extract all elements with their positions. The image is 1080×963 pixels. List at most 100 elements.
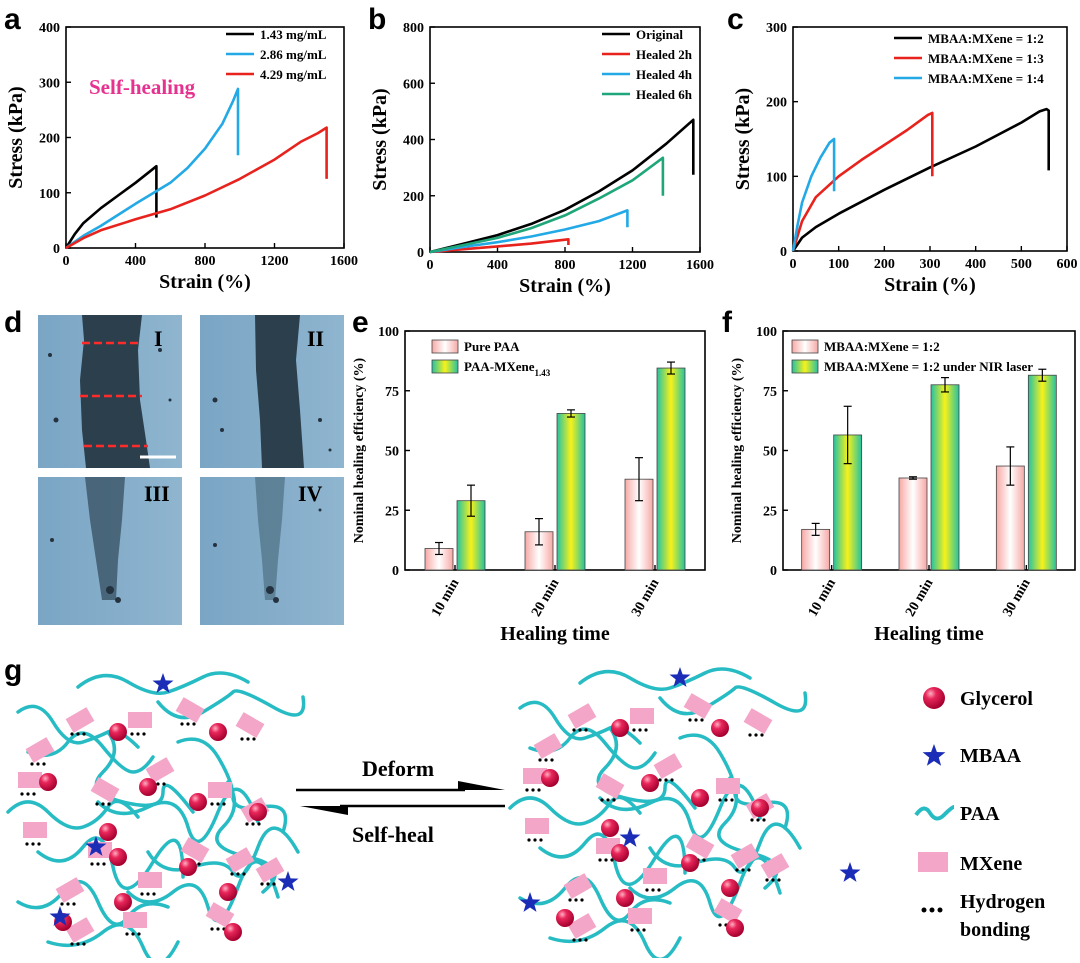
hydrogen-bond	[76, 732, 80, 736]
hydrogen-bond	[257, 822, 261, 826]
hydrogen-bond	[96, 862, 100, 866]
legend-label: MBAA:MXene = 1:2 under NIR laser	[824, 359, 1033, 374]
hydrogen-bond	[82, 732, 86, 736]
mxene-sheet	[630, 708, 654, 724]
hydrogen-bond	[216, 927, 220, 931]
y-tick-label: 100	[39, 187, 60, 202]
paa-chain	[6, 799, 140, 830]
mbaa-crosslinker	[669, 667, 691, 687]
hydrogen-bond	[572, 728, 576, 732]
glycerol-molecule	[751, 799, 769, 817]
glycerol-molecule	[219, 883, 237, 901]
y-tick-label: 0	[770, 564, 777, 579]
arrow-left-head	[300, 806, 348, 815]
panel-label-e: e	[352, 306, 369, 339]
paa-chain	[658, 685, 808, 716]
hydrogen-bond	[694, 718, 698, 722]
y-tick-label: 200	[403, 190, 424, 205]
x-tick-label: 800	[555, 258, 576, 273]
x-tick-label: 400	[125, 254, 146, 269]
hydrogen-bond	[630, 928, 634, 932]
glycerol-molecule	[611, 719, 629, 737]
mxene-sheet	[208, 782, 232, 798]
mxene-sheet	[90, 777, 120, 803]
hydrogen-bond	[771, 878, 775, 882]
x-tick-label: 0	[63, 254, 70, 269]
hydrogen-bond	[131, 932, 135, 936]
mxene-sheet	[180, 837, 210, 863]
hydrogen-bond	[197, 862, 201, 866]
mxene-sheet	[175, 697, 205, 723]
panel-label-f: f	[722, 306, 733, 339]
chart-e-healing-efficiency: 0 25 50 75 100 10 min 20 min 30 min Healing time…	[352, 325, 706, 645]
hydrogen-bond	[146, 892, 150, 896]
glycerol-molecule	[209, 723, 227, 741]
hydrogen-bond	[632, 728, 636, 732]
hydrogen-bond	[66, 902, 70, 906]
panel-label-c: c	[727, 3, 744, 36]
hydrogen-bond	[210, 802, 214, 806]
y-tick-label: 25	[763, 504, 777, 519]
hydrogen-bond	[192, 722, 196, 726]
mxene-sheet	[760, 853, 790, 879]
deform-label: Deform	[362, 756, 434, 781]
hydrogen-bond	[140, 892, 144, 896]
hydrogen-bond	[60, 902, 64, 906]
hydrogen-bond	[186, 722, 190, 726]
x-tick-label: 1200	[261, 254, 289, 269]
glycerol-molecule	[179, 858, 197, 876]
bar	[656, 367, 686, 571]
glycerol-molecule	[139, 778, 157, 796]
hydrogen-bond	[525, 788, 529, 792]
legend-label: MBAA:MXene = 1:3	[928, 51, 1044, 66]
chart-f-healing-efficiency: 0 25 50 75 100 10 min 20 min 30 min Healing time…	[730, 325, 1076, 645]
paa-chain	[126, 860, 280, 923]
glycerol-legend-icon	[923, 687, 945, 709]
legend-label: Healed 2h	[636, 47, 693, 62]
mxene-sheet	[653, 753, 683, 779]
y-tick-label: 200	[39, 132, 60, 147]
hydrogen-bond	[578, 728, 582, 732]
legend-label: MBAA:MXene = 1:2	[824, 339, 940, 354]
glycerol-molecule	[641, 774, 659, 792]
hydrogen-bond	[574, 898, 578, 902]
micrograph-II: II	[200, 315, 344, 468]
hydrogen-bond	[82, 942, 86, 946]
legend-swatch	[791, 339, 819, 354]
hydrogen-bond	[688, 718, 692, 722]
mxene-sheet	[567, 913, 597, 939]
hydrogen-bond	[230, 872, 234, 876]
micrograph-IV: IV	[200, 477, 344, 625]
legend-mbaa: MBAA	[960, 745, 1022, 767]
glycerol-molecule	[611, 844, 629, 862]
hydrogen-bond	[125, 932, 129, 936]
category-label: 10 min	[806, 576, 840, 619]
self-healing-annotation: Self-healing	[89, 75, 196, 99]
y-tick-label: 300	[766, 21, 787, 36]
y-tick-label: 300	[39, 76, 60, 91]
y-axis-title: Stress (kPa)	[732, 88, 754, 190]
hydrogen-bond	[36, 762, 40, 766]
micrograph-grid: I II III IV	[38, 315, 344, 625]
glycerol-molecule	[224, 923, 242, 941]
x-axis-title: Strain (%)	[159, 271, 251, 293]
hydrogen-bond	[756, 818, 760, 822]
hydrogen-bond	[537, 788, 541, 792]
hydrogen-bond-legend-icon	[921, 907, 943, 913]
hydrogen-bond	[531, 788, 535, 792]
paa-chain	[648, 822, 802, 874]
mbaa-crosslinker	[619, 827, 641, 847]
legend-swatch	[431, 359, 459, 374]
mxene-sheet	[533, 733, 563, 759]
hydrogen-bond	[162, 782, 166, 786]
x-axis-title: Strain (%)	[884, 274, 976, 296]
panel-label-g: g	[4, 654, 22, 687]
chart-b-stress-strain: 0 200 400 600 800 0 400 800 1200 1600 Strain (%) St…	[369, 21, 714, 297]
hydrogen-bond	[550, 758, 554, 762]
mxene-sheet	[138, 872, 162, 888]
legend-label: Healed 4h	[636, 67, 693, 82]
y-tick-label: 50	[385, 445, 399, 460]
y-axis-title: Nominal healing efficiency (%)	[352, 357, 367, 543]
mbaa-crosslinker	[519, 892, 541, 912]
legend-swatch	[791, 359, 819, 374]
